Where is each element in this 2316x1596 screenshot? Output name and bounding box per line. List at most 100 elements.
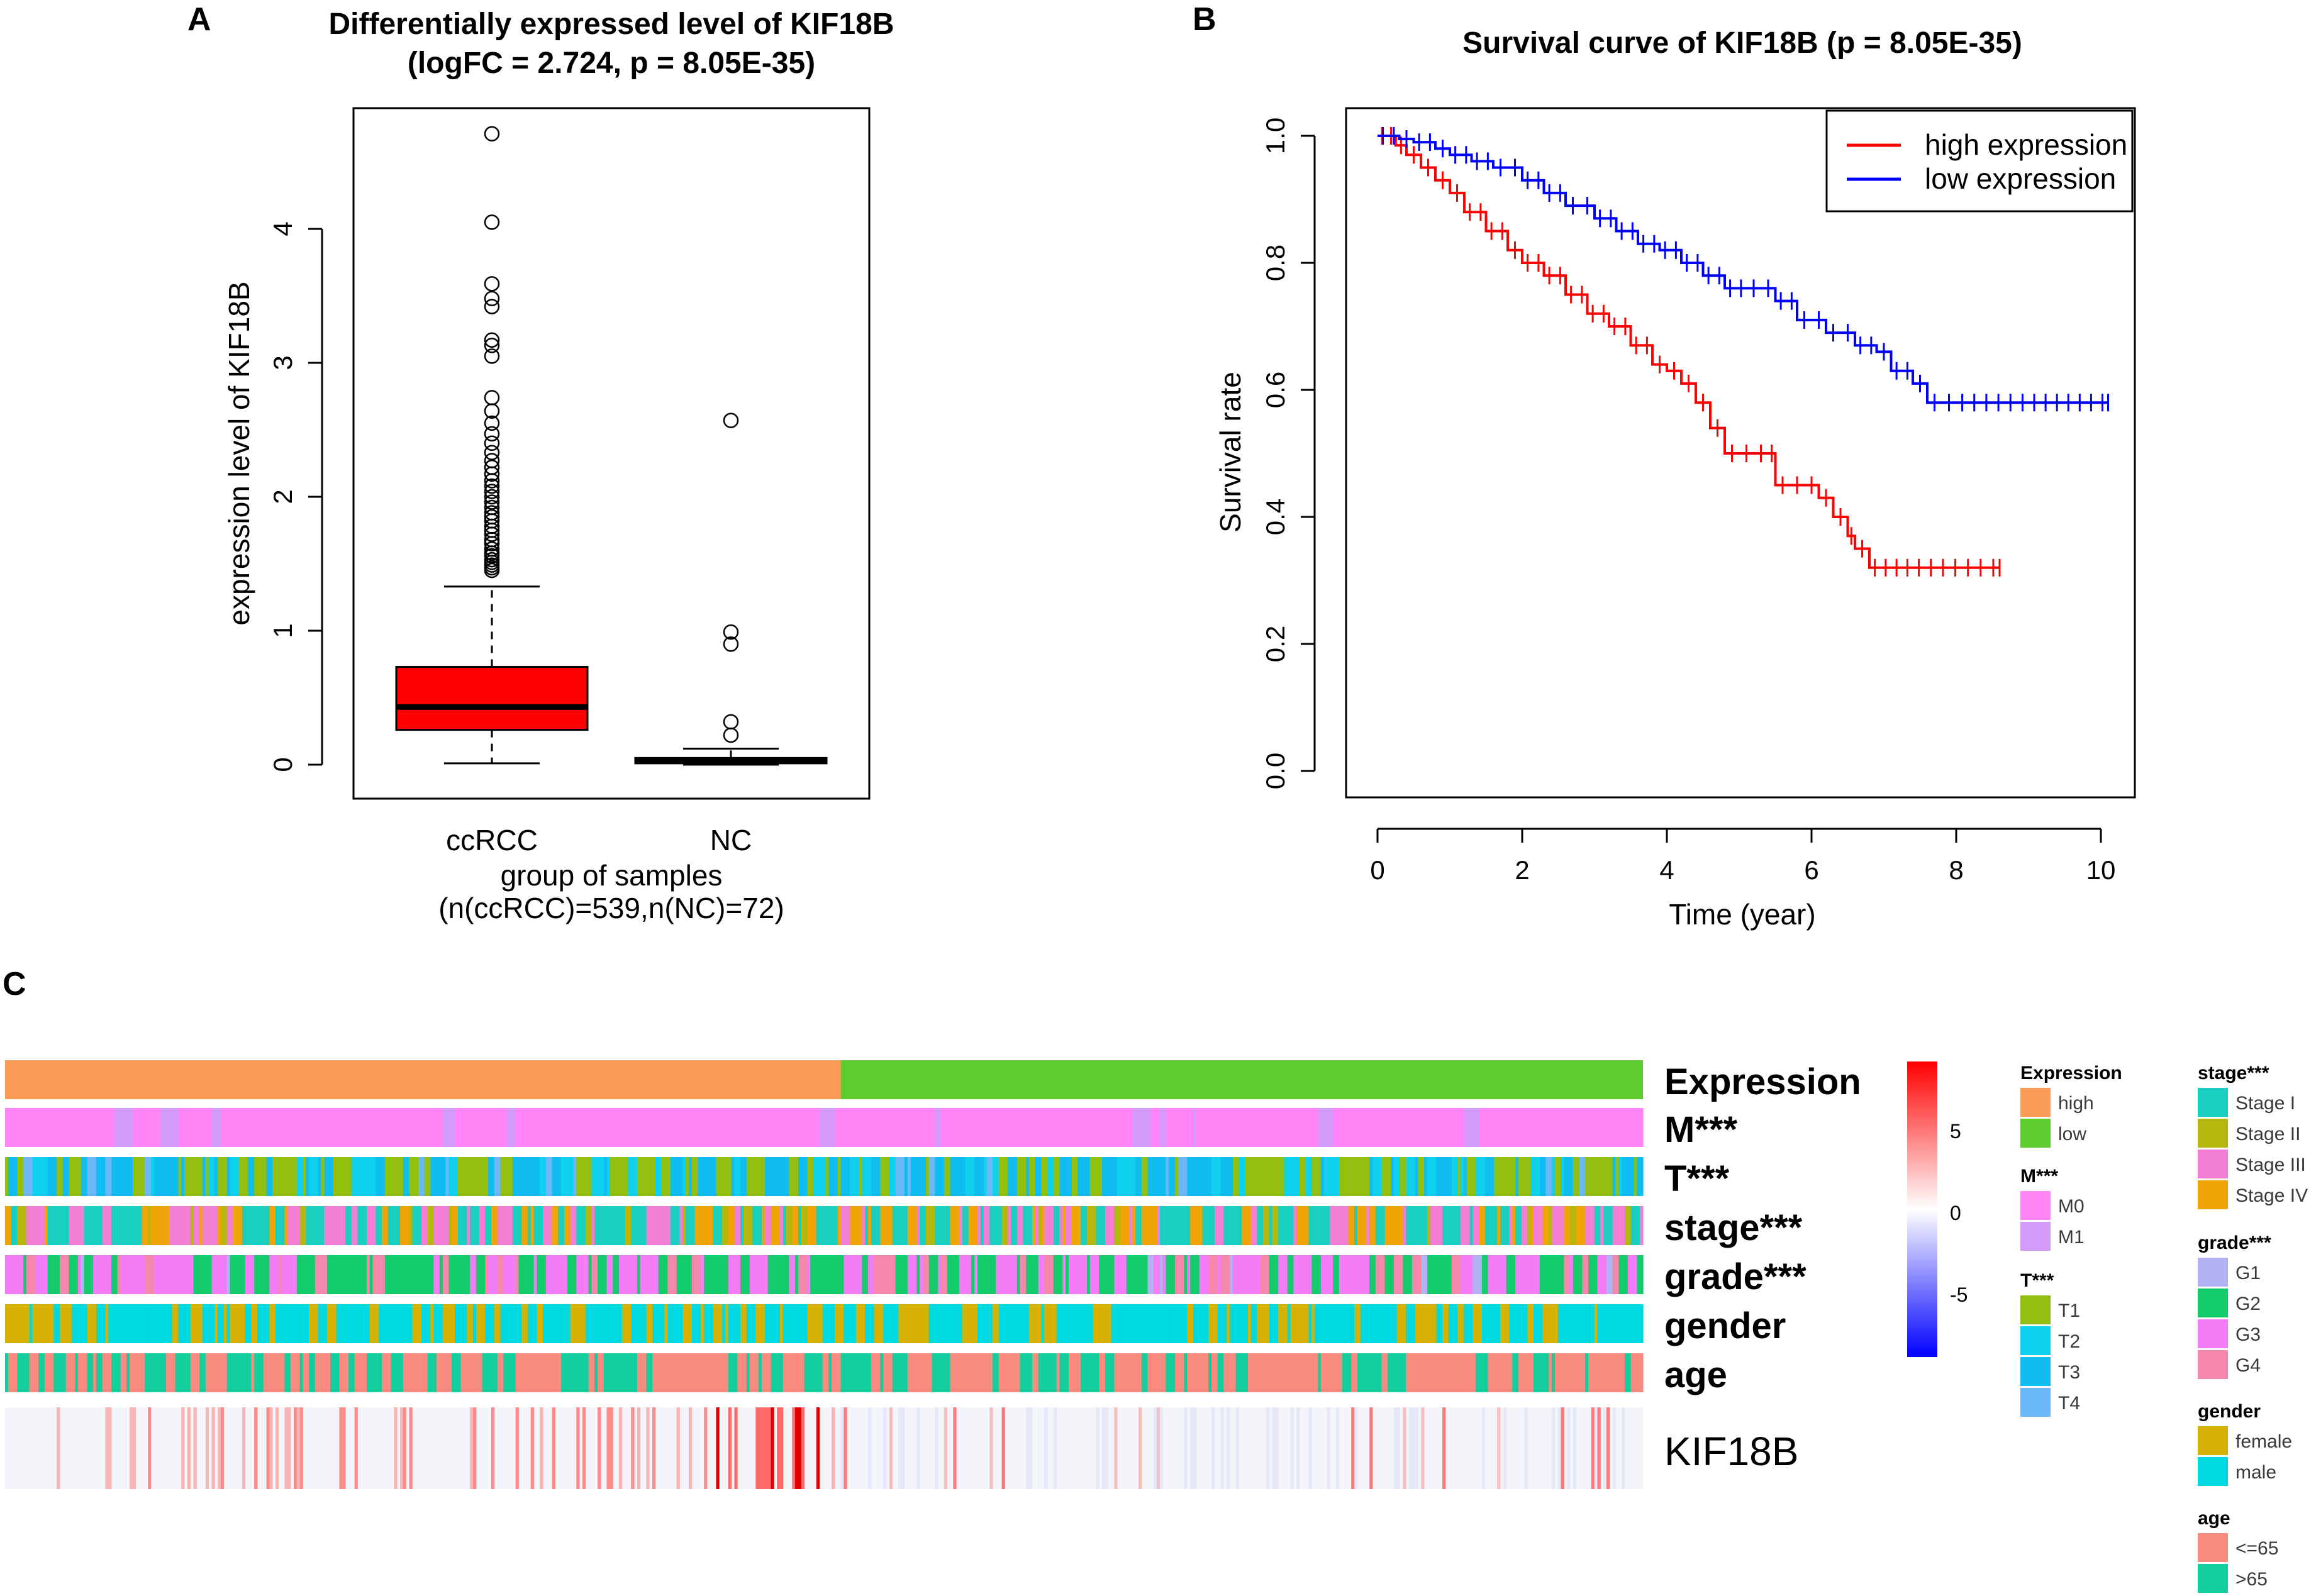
heatmap-cell xyxy=(850,1108,857,1147)
heatmap-cell xyxy=(567,1255,577,1294)
heatmap-gene-cell xyxy=(187,1407,191,1489)
heatmap-cell xyxy=(515,1353,522,1392)
heatmap-cell xyxy=(819,1157,827,1196)
heatmap-cell xyxy=(880,1255,884,1294)
heatmap-cell xyxy=(145,1157,152,1196)
heatmap-cell xyxy=(72,1304,79,1343)
box-plot-frame xyxy=(352,107,871,800)
heatmap-cell xyxy=(348,1255,352,1294)
box-outlier-point xyxy=(723,727,739,743)
heatmap-cell xyxy=(1497,1255,1501,1294)
heatmap-cell xyxy=(1345,1157,1355,1196)
heatmap-cell xyxy=(598,1206,608,1245)
heatmap-cell xyxy=(512,1157,520,1196)
heatmap-cell xyxy=(105,1157,112,1196)
heatmap-cell xyxy=(245,1108,252,1147)
heatmap-cell xyxy=(1327,1255,1333,1294)
heatmap-cell xyxy=(798,1157,805,1196)
heatmap-cell xyxy=(570,1304,580,1343)
heatmap-cell xyxy=(291,1108,301,1147)
heatmap-cell xyxy=(221,1304,225,1343)
heatmap-cell xyxy=(561,1353,568,1392)
heatmap-cell xyxy=(5,1060,841,1099)
legend-high-label: high expression xyxy=(1925,128,2127,161)
heatmap-cell xyxy=(1269,1108,1288,1147)
heatmap-gene-cell xyxy=(676,1407,680,1489)
panel-a: A Differentially expressed level of KIF1… xyxy=(187,1,894,924)
heatmap-cell xyxy=(561,1157,571,1196)
heatmap-cell xyxy=(126,1304,133,1343)
legend-swatch xyxy=(2198,1533,2228,1562)
heatmap-cell xyxy=(643,1206,647,1245)
heatmap-cell xyxy=(153,1304,160,1343)
heatmap-cell xyxy=(309,1206,319,1245)
heatmap-gene-cell xyxy=(1354,1407,1358,1489)
scale-tick-5: 5 xyxy=(1950,1120,1961,1143)
heatmap-cell xyxy=(606,1206,616,1245)
heatmap-cell xyxy=(649,1108,665,1147)
heatmap-cell xyxy=(898,1304,908,1343)
heatmap-cell xyxy=(345,1157,352,1196)
heatmap-cell xyxy=(859,1157,862,1196)
heatmap-cell xyxy=(598,1255,608,1294)
heatmap-cell xyxy=(1552,1206,1556,1245)
heatmap-cell xyxy=(1008,1157,1018,1196)
heatmap-cell xyxy=(457,1206,467,1245)
heatmap-cell xyxy=(1235,1304,1245,1343)
legend-title: Expression xyxy=(2020,1063,2122,1083)
heatmap-cell xyxy=(218,1157,221,1196)
heatmap-cell xyxy=(11,1108,30,1147)
heatmap-gene-cell xyxy=(816,1407,820,1489)
heatmap-cell xyxy=(1020,1255,1027,1294)
heatmap-cell xyxy=(1427,1157,1437,1196)
heatmap-cell xyxy=(731,1255,735,1294)
heatmap-cell xyxy=(707,1255,717,1294)
heatmap-gene-cell xyxy=(582,1407,586,1489)
heatmap-gene-cell xyxy=(631,1407,635,1489)
heatmap-cell xyxy=(130,1255,136,1294)
heatmap-cell xyxy=(494,1157,501,1196)
heatmap-gene-cell xyxy=(211,1407,215,1489)
heatmap-cell xyxy=(193,1255,203,1294)
heatmap-cell xyxy=(892,1255,896,1294)
heatmap-cell xyxy=(1308,1206,1318,1245)
heatmap-row-m xyxy=(5,1108,1644,1147)
heatmap-cell xyxy=(512,1206,516,1245)
heatmap-cell xyxy=(1300,1255,1310,1294)
heatmap-cell xyxy=(1016,1108,1033,1147)
heatmap-cell xyxy=(1181,1304,1188,1343)
survival-legend-box xyxy=(1825,109,2134,213)
heatmap-cell xyxy=(500,1157,507,1196)
heatmap-cell xyxy=(387,1304,398,1343)
heatmap-cell xyxy=(309,1353,316,1392)
heatmap-cell xyxy=(850,1353,860,1392)
heatmap-cell xyxy=(603,1157,608,1196)
heatmap-cell xyxy=(203,1206,209,1245)
heatmap-cell xyxy=(1327,1206,1330,1245)
heatmap-cell xyxy=(69,1157,72,1196)
heatmap-cell xyxy=(832,1255,838,1294)
heatmap-cell xyxy=(1509,1206,1513,1245)
heatmap-cell xyxy=(1023,1206,1033,1245)
heatmap-cell xyxy=(1059,1206,1063,1245)
heatmap-cell xyxy=(77,1353,85,1392)
heatmap-cell xyxy=(1597,1353,1607,1392)
heatmap-cell xyxy=(1026,1255,1030,1294)
heatmap-cell xyxy=(57,1157,60,1196)
box-x-axis-label: group of samples xyxy=(501,859,723,892)
heatmap-cell xyxy=(452,1206,459,1245)
heatmap-cell xyxy=(1242,1108,1261,1147)
heatmap-cell xyxy=(1484,1206,1495,1245)
heatmap-cell xyxy=(816,1206,823,1245)
heatmap-cell xyxy=(1588,1108,1601,1147)
heatmap-cell xyxy=(1627,1304,1637,1343)
heatmap-cell xyxy=(1247,1255,1252,1294)
heatmap-cell xyxy=(901,1108,917,1147)
heatmap-cell xyxy=(269,1353,276,1392)
heatmap-cell xyxy=(111,1206,115,1245)
heatmap-cell xyxy=(764,1206,772,1245)
heatmap-cell xyxy=(986,1255,996,1294)
heatmap-cell xyxy=(1132,1304,1139,1343)
heatmap-cell xyxy=(364,1157,367,1196)
heatmap-cell xyxy=(87,1157,97,1196)
